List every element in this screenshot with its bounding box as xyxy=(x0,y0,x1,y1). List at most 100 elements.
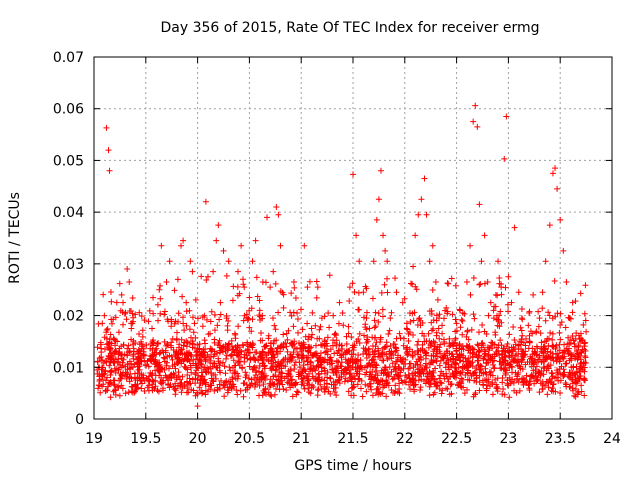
data-point-cloud xyxy=(243,381,250,388)
data-point xyxy=(329,366,336,373)
data-point xyxy=(156,286,163,293)
data-point-cloud xyxy=(208,382,215,389)
data-point-cloud xyxy=(475,361,482,368)
data-point-cloud xyxy=(240,317,247,324)
data-point-cloud xyxy=(96,373,103,380)
data-point-cloud xyxy=(185,389,192,396)
data-point-cloud xyxy=(95,320,102,327)
data-point xyxy=(185,351,192,358)
data-point-cloud xyxy=(476,372,483,379)
data-point-cloud xyxy=(265,335,272,342)
data-point xyxy=(343,341,350,348)
data-point-cloud xyxy=(519,348,526,355)
data-point-cloud xyxy=(123,375,130,382)
x-axis-label: GPS time / hours xyxy=(294,458,411,474)
data-point-cloud xyxy=(506,331,513,338)
data-point-cloud xyxy=(272,280,279,287)
data-point-cloud xyxy=(433,329,440,336)
data-point-cloud xyxy=(458,384,465,391)
data-point-cloud xyxy=(292,381,299,388)
data-point-cloud xyxy=(263,342,270,349)
data-point-cloud xyxy=(505,308,512,315)
data-point-cloud xyxy=(353,370,360,377)
data-point-cloud xyxy=(114,338,121,345)
data-point-cloud xyxy=(465,347,472,354)
data-point-cloud xyxy=(375,310,382,317)
data-point-cloud xyxy=(557,390,564,397)
data-point-cloud xyxy=(502,362,509,369)
data-point xyxy=(536,315,543,322)
data-point xyxy=(470,118,477,125)
data-point xyxy=(439,330,446,337)
data-point-cloud xyxy=(298,355,305,362)
data-point xyxy=(105,147,112,154)
data-point-cloud xyxy=(288,290,295,297)
data-point-cloud xyxy=(305,370,312,377)
data-point-cloud xyxy=(526,378,533,385)
data-point-cloud xyxy=(133,385,140,392)
data-point-cloud xyxy=(213,350,220,357)
data-point xyxy=(298,341,305,348)
data-point-cloud xyxy=(452,316,459,323)
data-point-cloud xyxy=(475,348,482,355)
data-point-cloud xyxy=(299,368,306,375)
data-point xyxy=(572,335,579,342)
data-point-cloud xyxy=(477,280,484,287)
data-point-cloud xyxy=(461,390,468,397)
data-point-cloud xyxy=(501,391,508,398)
data-point-cloud xyxy=(515,345,522,352)
data-point-cloud xyxy=(386,364,393,371)
data-point-cloud xyxy=(291,365,298,372)
data-point-cloud xyxy=(216,362,223,369)
data-point-cloud xyxy=(333,332,340,339)
data-point xyxy=(508,299,515,306)
data-point-cloud xyxy=(256,392,263,399)
x-tick-label: 21 xyxy=(292,431,310,447)
data-point-cloud xyxy=(138,371,145,378)
data-point-cloud xyxy=(341,366,348,373)
data-point-cloud xyxy=(496,352,503,359)
data-point-cloud xyxy=(410,364,417,371)
data-point-cloud xyxy=(251,355,258,362)
data-point-cloud xyxy=(405,338,412,345)
data-point xyxy=(393,289,400,296)
data-point xyxy=(122,372,129,379)
data-point-cloud xyxy=(496,274,503,281)
data-point-cloud xyxy=(448,381,455,388)
data-point-cloud xyxy=(526,387,533,394)
data-point-cloud xyxy=(155,367,162,374)
data-point-cloud xyxy=(459,331,466,338)
data-point-cloud xyxy=(366,373,373,380)
data-point xyxy=(204,273,211,280)
data-point-cloud xyxy=(561,341,568,348)
data-point xyxy=(231,330,238,337)
data-point-cloud xyxy=(392,275,399,282)
data-point-cloud xyxy=(312,322,319,329)
data-point-cloud xyxy=(304,361,311,368)
data-point-cloud xyxy=(240,380,247,387)
data-point-cloud xyxy=(181,339,188,346)
x-tick-label: 23 xyxy=(499,431,517,447)
data-point xyxy=(539,289,546,296)
data-point-cloud xyxy=(388,386,395,393)
data-point-cloud xyxy=(250,341,257,348)
data-point-cloud xyxy=(223,272,230,279)
data-point-cloud xyxy=(122,369,129,376)
data-point-cloud xyxy=(135,350,142,357)
data-point-cloud xyxy=(243,352,250,359)
data-point xyxy=(501,155,508,162)
data-point-cloud xyxy=(292,382,299,389)
data-point-cloud xyxy=(569,333,576,340)
data-point xyxy=(192,392,199,399)
data-point xyxy=(380,232,387,239)
data-point xyxy=(110,377,117,384)
data-point-cloud xyxy=(331,350,338,357)
data-point-cloud xyxy=(194,348,201,355)
data-point-cloud xyxy=(369,392,376,399)
data-point-cloud xyxy=(261,389,268,396)
data-point-cloud xyxy=(180,342,187,349)
data-point-cloud xyxy=(112,391,119,398)
data-point-cloud xyxy=(129,295,136,302)
data-point-cloud xyxy=(435,325,442,332)
data-point-cloud xyxy=(544,391,551,398)
